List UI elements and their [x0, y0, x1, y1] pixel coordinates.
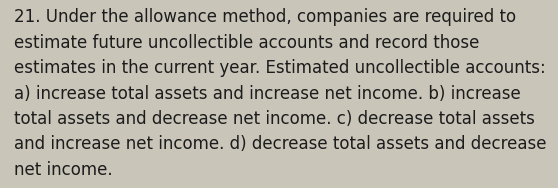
- Text: a) increase total assets and increase net income. b) increase: a) increase total assets and increase ne…: [14, 85, 521, 103]
- Text: net income.: net income.: [14, 161, 113, 179]
- Text: and increase net income. d) decrease total assets and decrease: and increase net income. d) decrease tot…: [14, 135, 546, 153]
- Text: estimate future uncollectible accounts and record those: estimate future uncollectible accounts a…: [14, 34, 479, 52]
- Text: 21. Under the allowance method, companies are required to: 21. Under the allowance method, companie…: [14, 8, 516, 27]
- Text: estimates in the current year. Estimated uncollectible accounts:: estimates in the current year. Estimated…: [14, 59, 546, 77]
- Text: total assets and decrease net income. c) decrease total assets: total assets and decrease net income. c)…: [14, 110, 535, 128]
